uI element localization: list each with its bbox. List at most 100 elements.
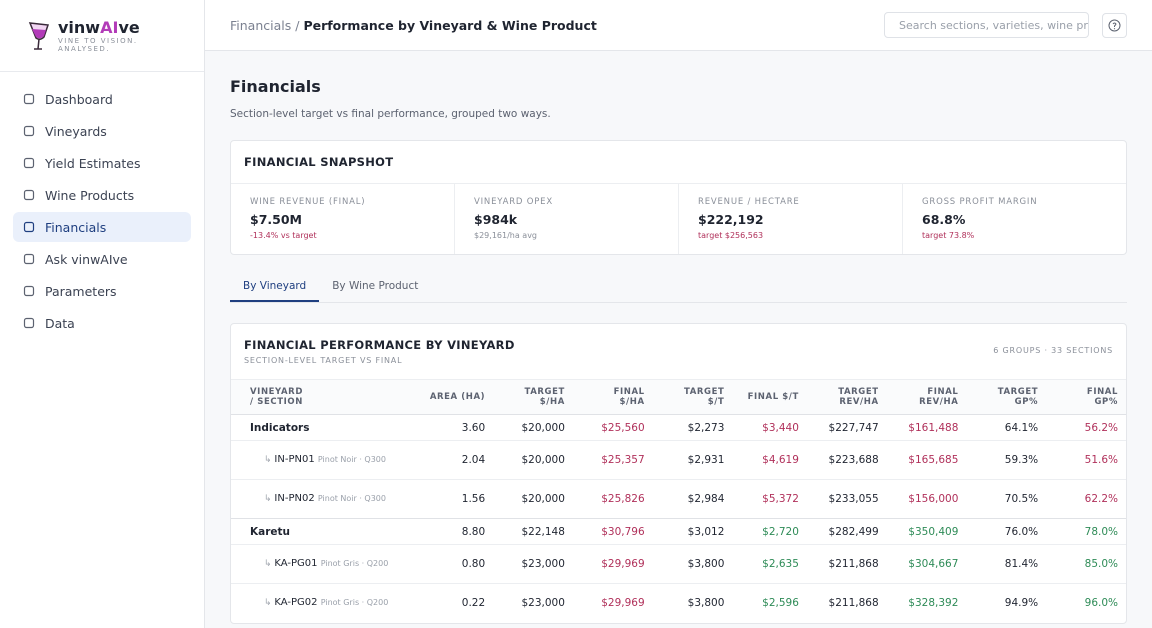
row-label: KA-PG01 Pinot Gris · Q200 — [231, 544, 415, 584]
cell: $23,000 — [493, 544, 573, 584]
cell: $165,685 — [886, 440, 967, 480]
crumb-sep: / — [295, 17, 300, 33]
sidebar: vinwAIve VINE TO VISION. ANALYSED. Dashb… — [0, 0, 205, 628]
nav-item[interactable]: Parameters — [13, 276, 191, 306]
content: Financials Section-level target vs final… — [205, 51, 1152, 624]
cell: $3,012 — [652, 518, 733, 545]
cell: 1.56 — [414, 479, 494, 519]
snapshot-card: FINANCIAL SNAPSHOT WINE REVENUE (FINAL) $… — [230, 140, 1127, 255]
cell: 0.22 — [414, 583, 494, 623]
cell: $304,667 — [886, 544, 967, 584]
nav-icon — [23, 189, 35, 201]
cell: 96.0% — [1046, 583, 1126, 623]
section-row: IN-PN02 Pinot Noir · Q300 1.56$20,000$25,… — [231, 479, 1126, 519]
cell: $20,000 — [493, 479, 573, 519]
table-header: FINANCIAL PERFORMANCE BY VINEYARD SECTION… — [231, 324, 1126, 379]
kpi-card: REVENUE / HECTARE $222,192 target $256,563 — [679, 184, 903, 254]
row-label: KA-PG02 Pinot Gris · Q200 — [231, 583, 415, 623]
cell: $25,560 — [572, 414, 653, 441]
page-subtitle: Section-level target vs final performanc… — [230, 108, 551, 120]
cell: $22,148 — [493, 518, 573, 545]
kpi-value: 68.8% — [922, 212, 966, 227]
crumb-current: Performance by Vineyard & Wine Product — [303, 17, 597, 33]
table: VINEYARD / SECTION AREA (HA) TARGET $/HA FI… — [231, 379, 1126, 623]
kpi-value: $222,192 — [698, 212, 764, 227]
row-label: IN-PN01 Pinot Noir · Q300 — [231, 440, 415, 480]
logo-icon — [28, 21, 50, 50]
header-row: VINEYARD / SECTION AREA (HA) TARGET $/HA FI… — [231, 379, 1126, 415]
nav-item[interactable]: Ask vinwAIve — [13, 244, 191, 274]
section-label: KA-PG01 Pinot Gris · Q200 — [250, 557, 406, 571]
nav-label: Vineyards — [45, 123, 107, 139]
cell: $3,800 — [652, 544, 733, 584]
table-title: FINANCIAL PERFORMANCE BY VINEYARD — [244, 338, 515, 352]
column-label: TARGET $/HA — [524, 387, 565, 407]
nav-label: Data — [45, 315, 75, 331]
nav-label: Wine Products — [45, 187, 135, 203]
cell: $3,440 — [732, 414, 807, 441]
column-label: FINAL REV/HA — [919, 387, 959, 407]
cell: 2.04 — [414, 440, 494, 480]
cell: 76.0% — [966, 518, 1047, 545]
group-row: Indicators 3.60 $20,000 $25,560 $2,273 $3,440… — [231, 414, 1126, 441]
section-label: IN-PN01 Pinot Noir · Q300 — [250, 453, 406, 467]
kpi-note: $29,161/ha avg — [474, 231, 538, 240]
nav-item[interactable]: Wine Products — [13, 180, 191, 210]
row-label: IN-PN02 Pinot Noir · Q300 — [231, 479, 415, 519]
nav-icon — [23, 125, 35, 137]
section-code: IN-PN02 — [274, 493, 315, 504]
nav-icon — [23, 317, 35, 329]
search-box[interactable]: Search sections, varieties, wine product… — [884, 12, 1089, 38]
section-row: KA-PG02 Pinot Gris · Q200 0.22$23,000$29,… — [231, 583, 1126, 623]
column-header: FINAL GP% — [1046, 379, 1126, 415]
crumb-link[interactable]: Financials — [230, 17, 292, 33]
section-label: KA-PG02 Pinot Gris · Q200 — [250, 596, 406, 610]
cell: $2,273 — [652, 414, 733, 441]
cell: 81.4% — [966, 544, 1047, 584]
brand-part: vinw — [58, 18, 101, 37]
nav-item[interactable]: Financials — [13, 212, 191, 242]
nav-item[interactable]: Vineyards — [13, 116, 191, 146]
kpi-card: WINE REVENUE (FINAL) $7.50M -13.4% vs targ… — [231, 184, 455, 254]
column-label: FINAL $/HA — [613, 387, 645, 407]
help-button[interactable] — [1102, 12, 1127, 38]
column-header: FINAL $/HA — [572, 379, 653, 415]
card-title: FINANCIAL SNAPSHOT — [244, 155, 394, 169]
tab[interactable]: By Wine Product — [332, 280, 419, 292]
table-subtitle: SECTION-LEVEL TARGET VS FINAL — [244, 356, 403, 365]
nav-icon — [23, 285, 35, 297]
cell: $2,635 — [732, 544, 807, 584]
section-desc: Pinot Noir · Q300 — [317, 494, 386, 503]
nav-label: Ask vinwAIve — [45, 251, 128, 267]
cell: 8.80 — [414, 518, 494, 545]
section-desc: Pinot Gris · Q200 — [320, 598, 389, 608]
kpi-note: target 73.8% — [922, 231, 975, 240]
column-header: FINAL $/T — [732, 379, 807, 415]
section-desc: Pinot Noir · Q300 — [317, 455, 386, 464]
cell: $227,747 — [806, 414, 887, 441]
table-body: Indicators 3.60 $20,000 $25,560 $2,273 $3,440… — [231, 414, 1126, 623]
column-header: TARGET GP% — [966, 379, 1047, 415]
cell: $2,931 — [652, 440, 733, 480]
section-code: KA-PG01 — [274, 558, 318, 569]
brand-name: vinwAIve — [58, 18, 148, 37]
nav-item[interactable]: Dashboard — [13, 84, 191, 114]
cell: $2,596 — [732, 583, 807, 623]
top-bar: Financials / Performance by Vineyard & W… — [205, 0, 1152, 51]
cell: 56.2% — [1046, 414, 1126, 441]
nav-item[interactable]: Yield Estimates — [13, 148, 191, 178]
cell: $282,499 — [806, 518, 887, 545]
cell: 70.5% — [966, 479, 1047, 519]
column-label: TARGET $/T — [683, 387, 725, 407]
kpi-card: VINEYARD OPEX $984k $29,161/ha avg — [455, 184, 679, 254]
nav-item[interactable]: Data — [13, 308, 191, 338]
page-title: Financials — [230, 77, 321, 96]
cell: 51.6% — [1046, 440, 1126, 480]
cell: $211,868 — [806, 583, 887, 623]
tagline: VINE TO VISION. ANALYSED. — [58, 37, 138, 53]
snapshot-row: WINE REVENUE (FINAL) $7.50M -13.4% vs targ… — [231, 183, 1126, 254]
tab[interactable]: By Vineyard — [230, 275, 320, 302]
nav-label: Dashboard — [45, 91, 113, 107]
cell: $20,000 — [493, 414, 573, 441]
